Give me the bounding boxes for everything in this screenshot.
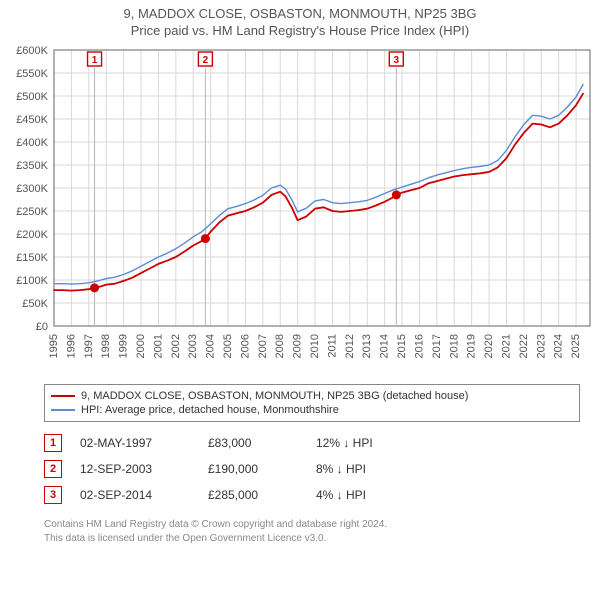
event-marker: 2 — [44, 460, 62, 478]
price-chart: £0 £50K £100K £150K £200K £250K £300K £350K £400… — [0, 38, 600, 378]
svg-text:2002: 2002 — [170, 334, 182, 358]
svg-text:2025: 2025 — [570, 334, 582, 358]
svg-text:2022: 2022 — [518, 334, 530, 358]
event-date: 02-SEP-2014 — [80, 488, 190, 502]
svg-text:£550K: £550K — [16, 68, 48, 80]
legend-swatch — [51, 395, 75, 397]
svg-text:£350K: £350K — [16, 160, 48, 172]
legend-row: 9, MADDOX CLOSE, OSBASTON, MONMOUTH, NP2… — [51, 389, 573, 403]
event-row: 1 02-MAY-1997 £83,000 12% ↓ HPI — [44, 430, 580, 456]
svg-text:1997: 1997 — [83, 334, 95, 358]
svg-text:2023: 2023 — [535, 334, 547, 358]
svg-text:2014: 2014 — [379, 334, 391, 358]
svg-text:£300K: £300K — [16, 183, 48, 195]
svg-text:2021: 2021 — [500, 334, 512, 358]
event-diff: 12% ↓ HPI — [316, 436, 426, 450]
event-price: £285,000 — [208, 488, 298, 502]
svg-text:1995: 1995 — [48, 334, 60, 358]
svg-text:£150K: £150K — [16, 252, 48, 264]
svg-text:2017: 2017 — [431, 334, 443, 358]
events-table: 1 02-MAY-1997 £83,000 12% ↓ HPI 2 12-SEP-2003… — [44, 430, 580, 508]
svg-text:2024: 2024 — [553, 334, 565, 358]
svg-text:£50K: £50K — [22, 298, 48, 310]
svg-text:2016: 2016 — [413, 334, 425, 358]
svg-text:1999: 1999 — [118, 334, 130, 358]
event-date: 12-SEP-2003 — [80, 462, 190, 476]
svg-text:£200K: £200K — [16, 229, 48, 241]
svg-text:£100K: £100K — [16, 275, 48, 287]
event-price: £190,000 — [208, 462, 298, 476]
svg-text:£450K: £450K — [16, 114, 48, 126]
svg-text:2011: 2011 — [326, 334, 338, 358]
svg-text:£0: £0 — [36, 321, 48, 333]
svg-text:1: 1 — [92, 55, 98, 66]
svg-text:2013: 2013 — [361, 334, 373, 358]
svg-text:1998: 1998 — [100, 334, 112, 358]
legend-swatch — [51, 409, 75, 411]
svg-text:1996: 1996 — [65, 334, 77, 358]
page-subtitle: Price paid vs. HM Land Registry's House … — [0, 23, 600, 38]
event-marker: 1 — [44, 434, 62, 452]
footer-note: Contains HM Land Registry data © Crown c… — [44, 518, 580, 545]
event-price: £83,000 — [208, 436, 298, 450]
svg-text:2008: 2008 — [274, 334, 286, 358]
event-date: 02-MAY-1997 — [80, 436, 190, 450]
svg-text:3: 3 — [394, 55, 400, 66]
svg-text:2005: 2005 — [222, 334, 234, 358]
svg-text:2003: 2003 — [187, 334, 199, 358]
legend: 9, MADDOX CLOSE, OSBASTON, MONMOUTH, NP2… — [44, 384, 580, 422]
svg-text:2: 2 — [203, 55, 209, 66]
svg-text:2004: 2004 — [205, 334, 217, 358]
event-row: 3 02-SEP-2014 £285,000 4% ↓ HPI — [44, 482, 580, 508]
svg-text:£400K: £400K — [16, 137, 48, 149]
svg-text:2019: 2019 — [466, 334, 478, 358]
event-row: 2 12-SEP-2003 £190,000 8% ↓ HPI — [44, 456, 580, 482]
footer-line2: This data is licensed under the Open Gov… — [44, 532, 580, 546]
svg-text:2009: 2009 — [292, 334, 304, 358]
svg-text:2020: 2020 — [483, 334, 495, 358]
event-diff: 8% ↓ HPI — [316, 462, 426, 476]
event-diff: 4% ↓ HPI — [316, 488, 426, 502]
svg-text:2007: 2007 — [257, 334, 269, 358]
legend-row: HPI: Average price, detached house, Monm… — [51, 403, 573, 417]
svg-text:2015: 2015 — [396, 334, 408, 358]
legend-label: 9, MADDOX CLOSE, OSBASTON, MONMOUTH, NP2… — [81, 390, 468, 402]
legend-label: HPI: Average price, detached house, Monm… — [81, 404, 339, 416]
event-marker: 3 — [44, 486, 62, 504]
svg-text:£250K: £250K — [16, 206, 48, 218]
svg-text:2000: 2000 — [135, 334, 147, 358]
svg-text:2006: 2006 — [239, 334, 251, 358]
svg-text:2001: 2001 — [152, 334, 164, 358]
footer-line1: Contains HM Land Registry data © Crown c… — [44, 518, 580, 532]
svg-text:£600K: £600K — [16, 45, 48, 57]
svg-text:2010: 2010 — [309, 334, 321, 358]
svg-text:£500K: £500K — [16, 91, 48, 103]
svg-text:2018: 2018 — [448, 334, 460, 358]
page-title: 9, MADDOX CLOSE, OSBASTON, MONMOUTH, NP2… — [0, 6, 600, 21]
svg-text:2012: 2012 — [344, 334, 356, 358]
